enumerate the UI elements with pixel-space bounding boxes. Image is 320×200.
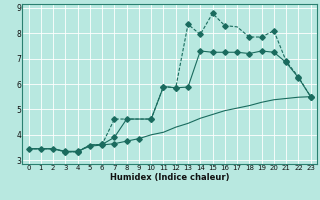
X-axis label: Humidex (Indice chaleur): Humidex (Indice chaleur) [110,173,229,182]
